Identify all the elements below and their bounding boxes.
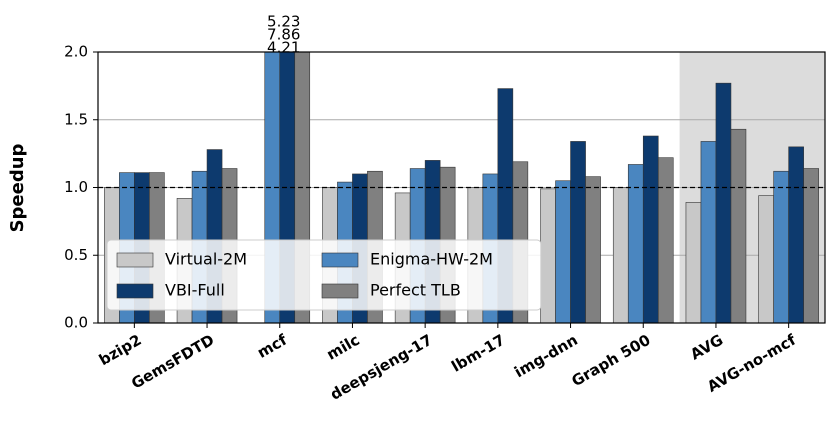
bar	[758, 195, 774, 323]
bar	[715, 82, 732, 323]
legend-swatch	[116, 252, 154, 268]
x-tick-label: milc	[324, 331, 363, 364]
legend-swatch	[321, 283, 359, 299]
bar	[627, 164, 644, 323]
x-tick-label: bzip2	[96, 331, 145, 369]
x-tick-label: GemsFDTD	[128, 331, 217, 393]
y-tick-label: 0.0	[64, 314, 88, 332]
legend-swatch	[116, 283, 154, 299]
value-label: 5.23	[267, 13, 300, 31]
bar	[788, 146, 804, 323]
bar	[685, 202, 702, 323]
bar	[555, 180, 571, 323]
bar	[612, 187, 629, 323]
bar	[642, 135, 659, 323]
y-tick-label: 1.0	[64, 178, 88, 196]
x-tick-label: lbm-17	[448, 331, 508, 376]
bar	[700, 141, 717, 323]
bar	[540, 188, 556, 323]
y-tick-label: 0.5	[64, 246, 88, 264]
bar	[585, 176, 601, 323]
plot-frame	[97, 51, 826, 324]
value-label: 7.86	[267, 26, 300, 44]
x-tick-label: Graph 500	[568, 331, 653, 390]
x-tick-label: mcf	[254, 331, 290, 362]
y-tick-label: 2.0	[64, 43, 88, 61]
legend-label: Perfect TLB	[370, 281, 461, 300]
bar	[657, 157, 674, 323]
bar	[803, 168, 819, 323]
y-tick-label: 1.5	[64, 110, 88, 128]
legend-swatch	[321, 252, 359, 268]
legend-label: Enigma-HW-2M	[370, 250, 493, 269]
legend-box	[106, 239, 542, 311]
legend-label: VBI-Full	[165, 281, 225, 300]
bar	[730, 128, 747, 323]
y-axis-label: Speedup	[7, 143, 28, 232]
x-tick-label: AVG	[687, 331, 726, 364]
bar	[773, 170, 789, 323]
bar	[570, 141, 586, 323]
legend-label: Virtual-2M	[165, 250, 247, 269]
